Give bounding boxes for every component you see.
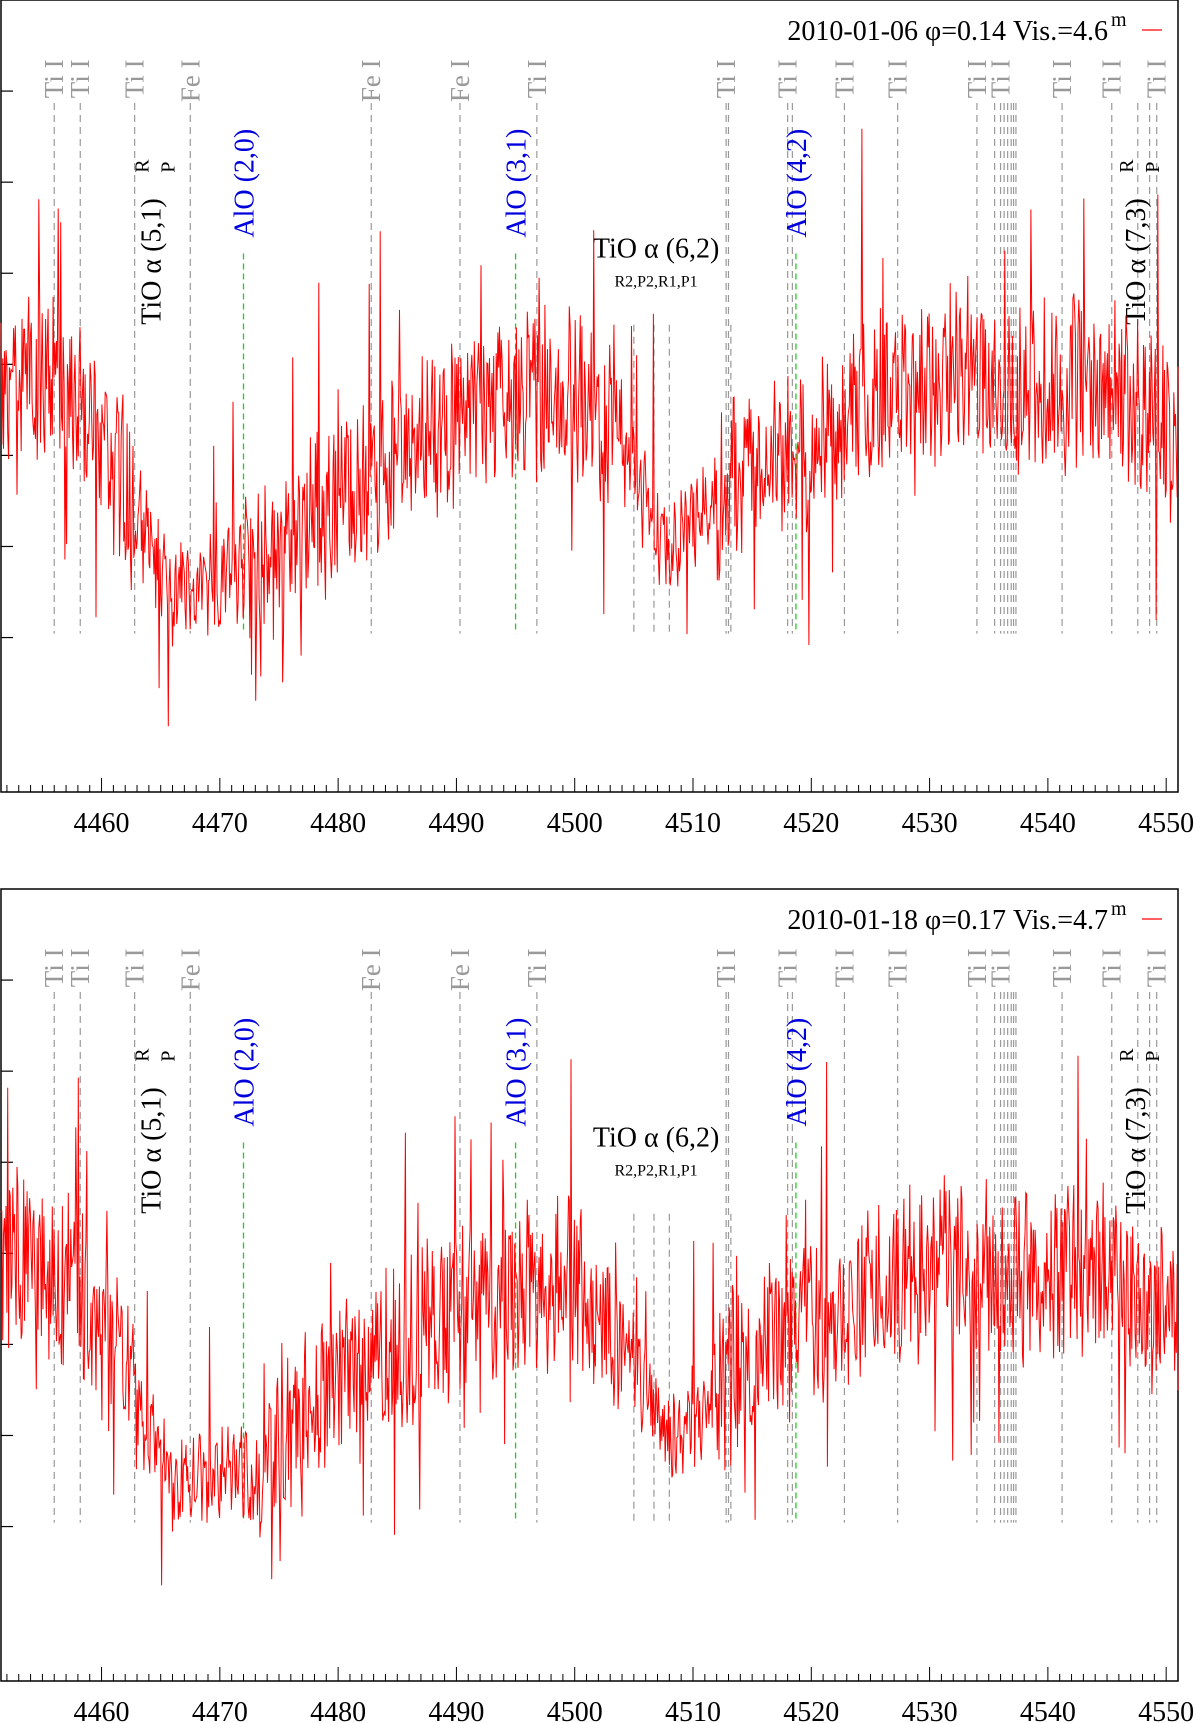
atomic-line-label: Ti I	[711, 948, 741, 987]
atomic-line-label: Fe I	[175, 59, 205, 102]
x-tick-label: 4550	[1138, 1697, 1194, 1723]
atomic-line-label: Ti I	[883, 59, 913, 98]
atomic-line-label: Ti I	[65, 59, 95, 98]
alo-band-label: AlO (2,0)	[229, 129, 260, 238]
atomic-line-label: Fe I	[356, 59, 386, 102]
x-tick-label: 4460	[74, 808, 130, 839]
alo-band-label: AlO (4,2)	[782, 129, 813, 238]
x-tick-label: 4470	[192, 1697, 248, 1723]
tio-band-text: TiO α (5,1)	[137, 1087, 168, 1213]
x-tick-label: 4520	[783, 808, 839, 839]
atomic-line-label: Ti I	[962, 59, 992, 98]
legend-sup: m	[1111, 9, 1127, 31]
tio62-sublabel: R2,P2,R1,P1	[614, 1163, 697, 1180]
legend-text: 2010-01-18 φ=0.17 Vis.=4.7	[787, 905, 1108, 936]
atomic-line-label: Ti I	[1047, 948, 1077, 987]
tio-band-sup: R	[132, 159, 154, 173]
x-tick-label: 4460	[74, 1697, 130, 1723]
x-tick-label: 4540	[1020, 1697, 1076, 1723]
alo-band-label: AlO (3,1)	[502, 129, 533, 238]
atomic-line-label: Ti I	[986, 59, 1016, 98]
x-tick-label: 4550	[1138, 808, 1194, 839]
tio62-sublabel: R2,P2,R1,P1	[614, 274, 697, 291]
tio-band-text: TiO α (5,1)	[137, 198, 168, 324]
alo-band-label: AlO (2,0)	[229, 1018, 260, 1127]
x-tick-label: 4490	[428, 1697, 484, 1723]
tio-band-label: TiO α (7,3) R P	[1116, 159, 1164, 325]
tio62-label: TiO α (6,2)	[593, 233, 719, 264]
x-tick-label: 4500	[547, 808, 603, 839]
atomic-line-label: Ti I	[986, 948, 1016, 987]
tio-band-text: TiO α (7,3)	[1121, 1087, 1152, 1213]
x-tick-label: 4510	[665, 808, 721, 839]
atomic-line-label: Ti I	[39, 59, 69, 98]
tio-band-sub: P	[158, 1051, 180, 1062]
atomic-line-label: Ti I	[1142, 59, 1172, 98]
x-tick-label: 4530	[902, 808, 958, 839]
atomic-line-label: Ti I	[883, 948, 913, 987]
plot-frame	[0, 888, 1179, 1682]
legend-sup: m	[1111, 898, 1127, 920]
atomic-line-label: Ti I	[522, 948, 552, 987]
x-tick-label: 4490	[428, 808, 484, 839]
spectrum-panel-bottom: 4460 4470 4480 4490 4500 4510 4520 4530 4540 4550…	[0, 888, 1194, 1723]
tio62-label: TiO α (6,2)	[593, 1122, 719, 1153]
atomic-line-label: Ti I	[962, 948, 992, 987]
atomic-line-label: Ti I	[522, 59, 552, 98]
tio-band-sub: P	[1142, 162, 1164, 173]
legend-text: 2010-01-06 φ=0.14 Vis.=4.6	[787, 16, 1108, 47]
atomic-line-label: Ti I	[39, 948, 69, 987]
atomic-line-label: Ti I	[829, 59, 859, 98]
alo-band-label: AlO (4,2)	[782, 1018, 813, 1127]
tio-band-label: TiO α (5,1) R P	[132, 159, 180, 325]
x-tick-label: 4500	[547, 1697, 603, 1723]
tio-band-text: TiO α (7,3)	[1121, 198, 1152, 324]
x-tick-label: 4530	[902, 1697, 958, 1723]
alo-band-label: AlO (3,1)	[502, 1018, 533, 1127]
atomic-line-label: Ti I	[65, 948, 95, 987]
spectrum-series-line	[0, 128, 1179, 727]
atomic-line-label: Ti I	[773, 948, 803, 987]
x-tick-label: 4510	[665, 1697, 721, 1723]
atomic-line-label: Ti I	[711, 59, 741, 98]
atomic-line-label: Ti I	[1047, 59, 1077, 98]
atomic-line-label: Ti I	[829, 948, 859, 987]
spectrum-series-line	[0, 1055, 1179, 1586]
tio-band-sup: R	[1116, 159, 1138, 173]
tio-band-sup: R	[132, 1048, 154, 1062]
atomic-line-label: Fe I	[175, 948, 205, 991]
atomic-line-label: Ti I	[773, 59, 803, 98]
x-tick-label: 4480	[310, 1697, 366, 1723]
atomic-line-label: Fe I	[445, 948, 475, 991]
tio-band-label: TiO α (7,3) R P	[1116, 1048, 1164, 1214]
tio-band-sup: R	[1116, 1048, 1138, 1062]
tio-band-label: TiO α (5,1) R P	[132, 1048, 180, 1214]
atomic-line-label: Ti I	[1142, 948, 1172, 987]
x-tick-label: 4540	[1020, 808, 1076, 839]
x-tick-label: 4480	[310, 808, 366, 839]
atomic-line-label: Ti I	[120, 59, 150, 98]
spectrum-panel-top: 4460 4470 4480 4490 4500 4510 4520 4530 4540 4550…	[0, 0, 1194, 839]
atomic-line-label: Ti I	[120, 948, 150, 987]
atomic-line-label: Ti I	[1097, 59, 1127, 98]
x-tick-label: 4470	[192, 808, 248, 839]
tio-band-sub: P	[1142, 1051, 1164, 1062]
atomic-line-label: Fe I	[445, 59, 475, 102]
atomic-line-label: Fe I	[356, 948, 386, 991]
tio-band-sub: P	[158, 162, 180, 173]
x-tick-label: 4520	[783, 1697, 839, 1723]
atomic-line-label: Ti I	[1097, 948, 1127, 987]
